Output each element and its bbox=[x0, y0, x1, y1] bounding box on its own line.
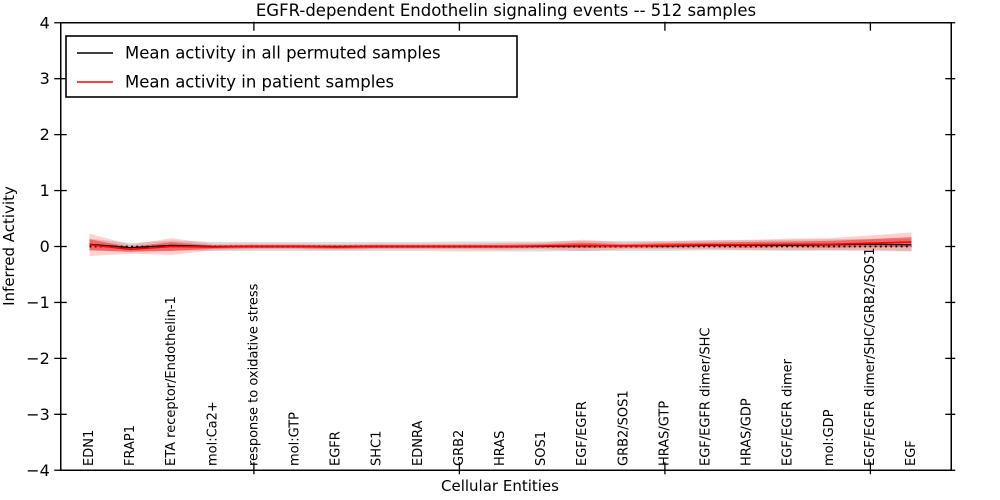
y-tick-label: 0 bbox=[40, 237, 50, 256]
x-axis-label: Cellular Entities bbox=[441, 477, 559, 495]
category-label: SOS1 bbox=[534, 431, 549, 466]
y-tick-label: −1 bbox=[26, 293, 50, 312]
y-tick-label: 3 bbox=[40, 69, 50, 88]
category-label: EGF/EGFR dimer/SHC/GRB2/SOS1 bbox=[863, 248, 878, 467]
permuted-band bbox=[89, 238, 912, 253]
category-label: response to oxidative stress bbox=[246, 283, 261, 466]
category-label: FRAP1 bbox=[123, 425, 138, 466]
patient-band-outer bbox=[89, 232, 912, 257]
legend-box bbox=[65, 35, 518, 98]
axes: 4 3 2 1 0 −1 −2 −3 −4 EDN1 FRAP1 ETA receptor/Endot… bbox=[26, 13, 956, 480]
y-tick-label: −3 bbox=[26, 405, 50, 424]
category-label: mol:GDP bbox=[822, 409, 837, 466]
y-tick-label: −4 bbox=[26, 461, 50, 480]
category-label: ETA receptor/Endothelin-1 bbox=[164, 296, 179, 466]
legend-label-permuted: Mean activity in all permuted samples bbox=[125, 44, 441, 63]
y-axis-label: Inferred Activity bbox=[0, 186, 18, 306]
chart-title: EGFR-dependent Endothelin signaling even… bbox=[256, 1, 756, 20]
y-tick-label: 1 bbox=[40, 181, 50, 200]
category-label: HRAS/GDP bbox=[740, 398, 755, 466]
category-label: HRAS/GTP bbox=[657, 401, 672, 466]
y-tick-label: 2 bbox=[40, 125, 50, 144]
category-label: GRB2/SOS1 bbox=[616, 390, 631, 466]
category-label: mol:Ca2+ bbox=[205, 401, 220, 466]
legend-label-patient: Mean activity in patient samples bbox=[125, 73, 394, 92]
patient-band-inner bbox=[89, 236, 912, 252]
legend: Mean activity in all permuted samples Me… bbox=[65, 35, 518, 98]
category-label: EGF/EGFR dimer/SHC bbox=[699, 328, 714, 466]
category-label: EGFR bbox=[329, 431, 344, 466]
category-label: EGF/EGFR dimer bbox=[781, 358, 796, 466]
y-tick-label: 4 bbox=[40, 13, 50, 32]
category-label: mol:GTP bbox=[288, 412, 303, 466]
plot-area bbox=[89, 232, 912, 257]
category-label: EGF bbox=[904, 440, 919, 466]
category-label: SHC1 bbox=[370, 431, 385, 466]
category-label: EGF/EGFR bbox=[575, 401, 590, 466]
category-label: EDNRA bbox=[411, 421, 426, 466]
category-label: GRB2 bbox=[452, 430, 467, 466]
y-tick-label: −2 bbox=[26, 349, 50, 368]
category-label: EDN1 bbox=[82, 430, 97, 466]
category-label: HRAS bbox=[493, 431, 508, 466]
patient-mean-line bbox=[89, 241, 912, 251]
